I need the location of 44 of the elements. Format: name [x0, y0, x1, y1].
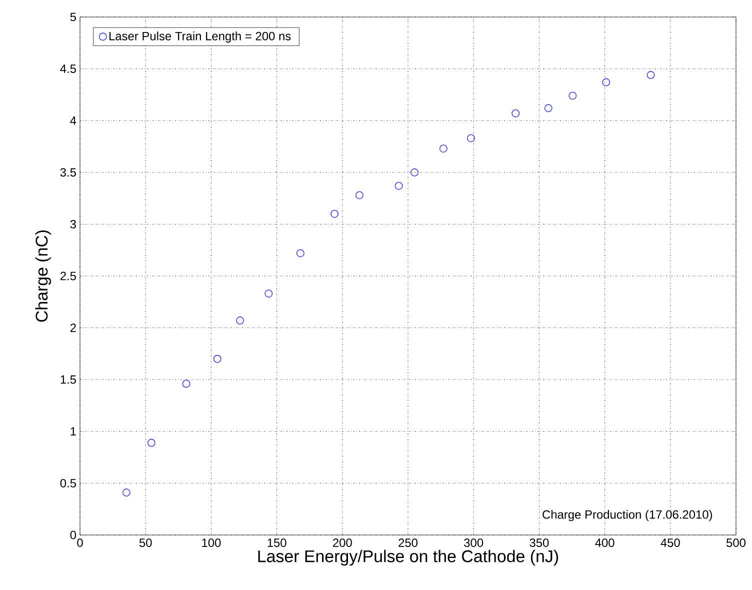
y-tick-label: 3: [70, 220, 76, 228]
x-tick-label: 350: [530, 538, 549, 547]
point: [213, 354, 222, 363]
point: [439, 144, 448, 153]
point: [182, 380, 190, 388]
x-tick-label: 200: [333, 538, 352, 547]
x-tick-label: 150: [268, 538, 286, 547]
x-tick-label: 450: [660, 538, 680, 547]
point: [147, 438, 156, 447]
point: [512, 109, 520, 118]
x-tick-label: 500: [726, 538, 746, 547]
point: [602, 78, 610, 86]
x-tick-label: 50: [139, 538, 152, 547]
point: [394, 182, 403, 190]
point: [264, 290, 273, 298]
y-tick-label: 2.5: [60, 272, 76, 280]
point: [122, 488, 130, 497]
y-tick-label: 5: [70, 12, 76, 22]
y-tick-label: 2: [70, 324, 76, 332]
x-tick-label: 400: [595, 538, 614, 547]
point: [236, 316, 244, 325]
x-tick-label: 300: [464, 538, 484, 547]
legend-label: Laser Pulse Train Length = 200 ns: [109, 32, 291, 43]
y-axis-title: Charge (nC): [35, 230, 52, 322]
x-tick-label: 0: [77, 538, 83, 547]
point: [330, 210, 339, 218]
point: [466, 134, 475, 142]
point: [568, 92, 577, 100]
point: [355, 191, 364, 200]
annotation: Charge Production (17.06.2010): [542, 510, 712, 522]
y-tick-label: 4: [70, 116, 76, 125]
y-tick-label: 3.5: [60, 168, 76, 177]
x-tick-label: 100: [202, 538, 221, 547]
y-tick-label: 0.5: [60, 478, 76, 488]
y-tick-label: 0: [70, 530, 76, 540]
point: [646, 71, 655, 79]
point: [544, 104, 552, 112]
y-tick-label: 1.5: [60, 375, 76, 384]
point: [296, 249, 304, 258]
point: [410, 168, 419, 176]
y-tick-label: 1: [70, 427, 76, 436]
y-tick-label: 4.5: [60, 64, 76, 73]
x-tick-label: 250: [398, 538, 418, 547]
x-axis-title: Laser Energy/Pulse on the Cathode (nJ): [258, 550, 558, 566]
